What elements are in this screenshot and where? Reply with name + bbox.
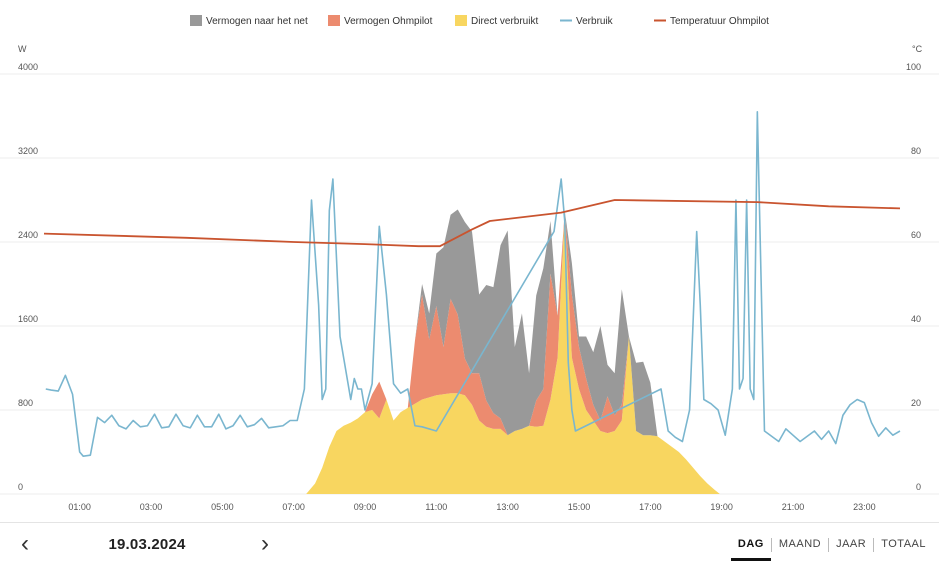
chevron-right-icon[interactable]: › [261,530,269,557]
tab-jaar[interactable]: JAAR [836,538,867,550]
date-label: 19.03.2024 [108,536,186,553]
line-series [43,111,901,458]
legend-item[interactable]: Direct verbruikt [455,15,538,27]
energy-chart: 01:00 03:00 05:00 07:00 09:00 11:00 13:00 15:00… [0,15,939,512]
area-series [306,209,720,494]
legend-label: Temperatuur Ohmpilot [670,16,769,27]
chevron-left-icon[interactable]: ‹ [21,530,29,557]
left-axis-tick-label: 4000 [18,62,38,72]
x-axis-tick-label: 15:00 [568,502,591,512]
legend-item[interactable]: Vermogen naar het net [190,15,308,27]
legend-swatch [455,15,467,26]
left-axis-ticks: 0 800 1600 2400 3200 4000 [18,62,38,492]
tab-divider [873,538,875,552]
x-axis-tick-label: 21:00 [782,502,805,512]
date-navigation-bar: ‹ 19.03.2024 › DAG MAAND JAAR TOTAAL [0,522,939,566]
right-axis-tick-label: 40 [911,314,921,324]
area-direct-verbruikt [306,210,720,494]
right-axis-ticks: 0 20 40 60 80 100 [906,62,921,492]
x-axis-tick-label: 03:00 [140,502,163,512]
tab-divider [770,538,772,552]
left-axis-tick-label: 3200 [18,146,38,156]
period-tabs: DAG MAAND JAAR TOTAAL [730,535,933,561]
legend: Vermogen naar het net Vermogen Ohmpilot Di… [190,15,769,27]
tab-dag[interactable]: DAG [730,535,771,561]
left-axis-unit: W [18,44,27,54]
tab-totaal[interactable]: TOTAAL [881,538,926,550]
tab-divider [828,538,830,552]
x-axis-tick-label: 19:00 [710,502,733,512]
x-axis-ticks: 01:00 03:00 05:00 07:00 09:00 11:00 13:00 15:00… [68,502,875,512]
right-axis-unit: °C [912,44,923,54]
x-axis-tick-label: 11:00 [425,502,447,512]
legend-item[interactable]: Verbruik [560,16,614,27]
x-axis-tick-label: 07:00 [282,502,305,512]
left-axis-tick-label: 2400 [18,230,38,240]
legend-label: Verbruik [576,16,614,27]
area-vermogen-ohmpilot [306,210,720,494]
legend-label: Direct verbruikt [471,16,538,27]
legend-label: Vermogen Ohmpilot [344,16,433,27]
legend-swatch [190,15,202,26]
line-temperatuur-ohmpilot [43,199,901,248]
x-axis-tick-label: 17:00 [639,502,662,512]
right-axis-tick-label: 20 [911,398,921,408]
x-axis-tick-label: 05:00 [211,502,234,512]
right-axis-tick-label: 100 [906,62,921,72]
tab-maand[interactable]: MAAND [778,538,822,550]
area-vermogen-naar-het-net [306,209,720,494]
x-axis-tick-label: 01:00 [68,502,91,512]
line-verbruik [45,111,901,458]
left-axis-tick-label: 0 [18,482,23,492]
legend-item[interactable]: Vermogen Ohmpilot [328,15,433,27]
legend-item[interactable]: Temperatuur Ohmpilot [654,16,769,27]
left-axis-tick-label: 800 [18,398,33,408]
legend-swatch [328,15,340,26]
right-axis-tick-label: 80 [911,146,921,156]
right-axis-tick-label: 60 [911,230,921,240]
left-axis-tick-label: 1600 [18,314,38,324]
right-axis-tick-label: 0 [916,482,921,492]
x-axis-tick-label: 13:00 [496,502,519,512]
legend-label: Vermogen naar het net [206,16,308,27]
x-axis-tick-label: 23:00 [853,502,876,512]
x-axis-tick-label: 09:00 [354,502,377,512]
